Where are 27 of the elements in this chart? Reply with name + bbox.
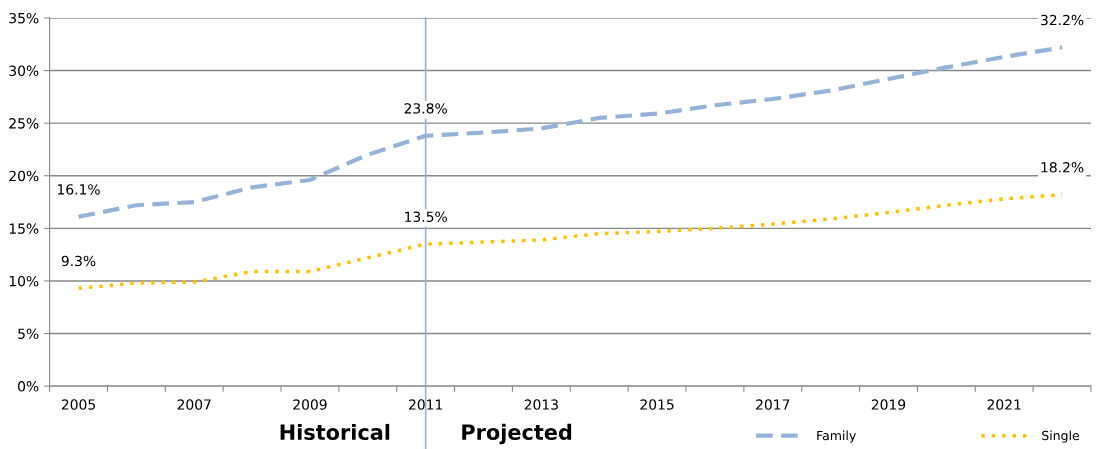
- y-tick-label: 25%: [9, 118, 39, 129]
- x-tick-label: 2019: [871, 399, 906, 410]
- data-label: 9.3%: [61, 255, 96, 267]
- y-tick-label: 0%: [18, 381, 39, 392]
- legend-label: Single: [1042, 430, 1080, 443]
- x-tick-label: 2021: [987, 399, 1021, 410]
- data-label: 18.2%: [1041, 162, 1084, 173]
- x-tick-label: 2017: [756, 399, 790, 410]
- x-tick-label: 2005: [61, 399, 95, 410]
- y-tick-label: 20%: [9, 170, 39, 182]
- x-tick-label: 2009: [293, 399, 327, 410]
- y-tick-label: 30%: [9, 65, 39, 77]
- data-label: 16.1%: [57, 184, 100, 195]
- x-tick-label: 2013: [524, 399, 558, 410]
- legend-label: Family: [817, 430, 856, 443]
- x-tick-label: 2015: [640, 399, 674, 410]
- text: Projected: [462, 423, 572, 445]
- data-label: 13.5%: [405, 211, 447, 222]
- y-tick-label: 35%: [9, 12, 39, 24]
- y-tick-label: 15%: [9, 223, 39, 234]
- x-tick-label: 2007: [177, 399, 211, 410]
- y-tick-label: 10%: [9, 275, 39, 287]
- y-tick-label: 5%: [18, 328, 39, 340]
- data-label: 23.8%: [404, 103, 447, 114]
- text: Historical: [280, 423, 390, 441]
- data-label: 32.2%: [1041, 14, 1084, 26]
- x-tick-label: 2011: [408, 399, 443, 410]
